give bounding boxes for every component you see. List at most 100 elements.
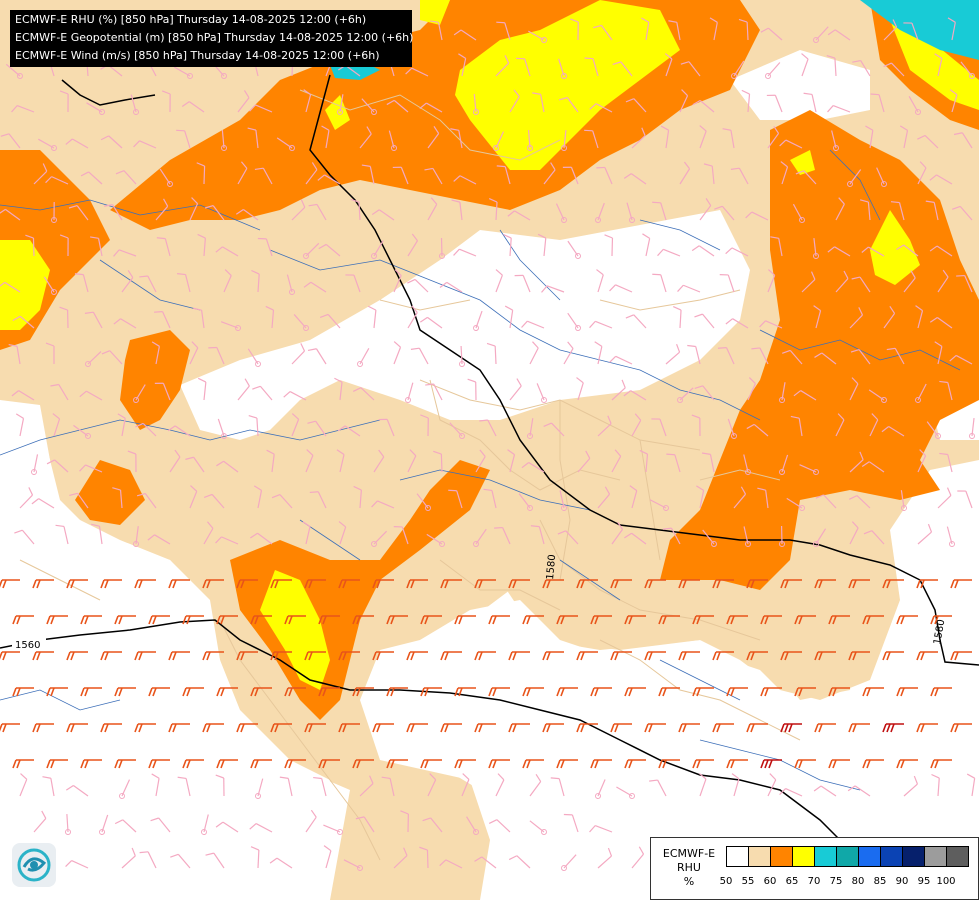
wind-barb: [780, 161, 789, 185]
wind-barb: [950, 651, 972, 661]
wind-barb: [652, 201, 667, 221]
wind-barb: [291, 413, 300, 437]
wind-barb: [338, 579, 360, 589]
wind-barb: [114, 615, 136, 625]
wind-barb: [313, 776, 327, 797]
wind-barb: [252, 385, 273, 401]
wind-barb: [937, 487, 952, 509]
wind-barb: [828, 759, 850, 769]
wind-barb: [148, 615, 170, 625]
wind-barb: [760, 27, 783, 41]
wind-barb: [100, 723, 122, 733]
wind-barb: [849, 307, 864, 329]
wind-barb: [507, 210, 531, 221]
wind-barb: [639, 449, 649, 473]
wind-barb: [266, 449, 275, 473]
wind-barb: [284, 687, 306, 697]
wind-barb: [746, 651, 768, 661]
wind-barb: [712, 579, 734, 589]
wind-barb: [458, 53, 467, 77]
wind-barb: [590, 759, 612, 769]
wind-barb: [652, 273, 667, 293]
wind-barb: [738, 18, 749, 41]
wind-barb: [99, 814, 109, 835]
wind-barb: [65, 784, 89, 797]
wind-barb: [250, 759, 272, 769]
wind-barb: [494, 526, 511, 545]
wind-barb: [558, 96, 579, 113]
wind-barb: [488, 198, 498, 221]
wind-barb: [80, 759, 102, 769]
wind-barb: [801, 271, 816, 293]
wind-barb: [0, 723, 20, 733]
wind-barb: [611, 379, 626, 401]
wind-barb: [427, 197, 438, 221]
wind-barb: [814, 352, 837, 365]
wind-barb: [475, 449, 486, 473]
wind-barb: [66, 723, 88, 733]
legend-swatch: [814, 846, 837, 867]
wind-barb: [508, 855, 531, 869]
wind-barb: [530, 525, 545, 545]
wind-barb: [555, 203, 567, 223]
wind-barb: [307, 348, 327, 365]
wind-barb: [215, 536, 239, 545]
wind-barb: [33, 810, 47, 833]
wind-barb: [305, 162, 318, 185]
wind-barb: [543, 422, 565, 437]
wind-barb: [337, 94, 344, 115]
wind-barb: [624, 615, 646, 625]
wind-barb: [827, 29, 851, 41]
wind-barb: [216, 615, 238, 625]
wind-barb: [32, 579, 54, 589]
wind-barb: [135, 422, 157, 437]
wind-barb: [848, 651, 870, 661]
wind-barb: [664, 53, 673, 77]
contour-label-1580: 1580: [932, 619, 947, 646]
wind-barb: [265, 305, 275, 329]
wind-barb: [679, 89, 689, 113]
wind-barb: [439, 237, 445, 259]
wind-barb: [303, 281, 327, 293]
wind-barb: [794, 615, 816, 625]
wind-barb: [900, 490, 907, 511]
wind-barb: [743, 526, 751, 547]
legend-swatch: [792, 846, 815, 867]
wind-barb: [835, 270, 849, 293]
wind-barb: [746, 579, 768, 589]
wind-barb: [221, 130, 227, 151]
wind-barb: [249, 104, 273, 113]
wind-barb: [419, 102, 443, 113]
wind-barb: [38, 138, 57, 151]
wind-barb: [12, 687, 34, 697]
wind-barb: [483, 488, 497, 509]
wind-barb: [237, 378, 250, 401]
wind-barb: [849, 521, 859, 545]
wind-barb: [8, 343, 21, 365]
wind-barb: [167, 425, 191, 437]
wind-barb: [522, 759, 544, 769]
wind-barb: [176, 129, 191, 149]
wind-barb: [100, 135, 123, 149]
wind-barb: [903, 22, 919, 41]
wind-barb: [80, 687, 102, 697]
wind-barb: [433, 450, 443, 473]
wind-barb: [104, 204, 123, 221]
wind-barb: [631, 846, 645, 869]
wind-barb: [90, 236, 103, 257]
wind-barb: [440, 651, 462, 661]
wind-barb: [345, 274, 361, 293]
wind-barb: [291, 343, 306, 365]
wind-barb: [563, 341, 574, 365]
wind-barb: [65, 813, 71, 835]
wind-barb: [304, 651, 326, 661]
wind-barb: [859, 199, 871, 221]
wind-barb: [660, 125, 670, 149]
wind-barb: [850, 349, 871, 365]
legend-tick-label: 80: [851, 876, 865, 887]
wind-barb: [388, 130, 397, 151]
wind-barb: [562, 166, 579, 185]
wind-barb: [303, 242, 320, 259]
wind-barb: [827, 104, 851, 113]
